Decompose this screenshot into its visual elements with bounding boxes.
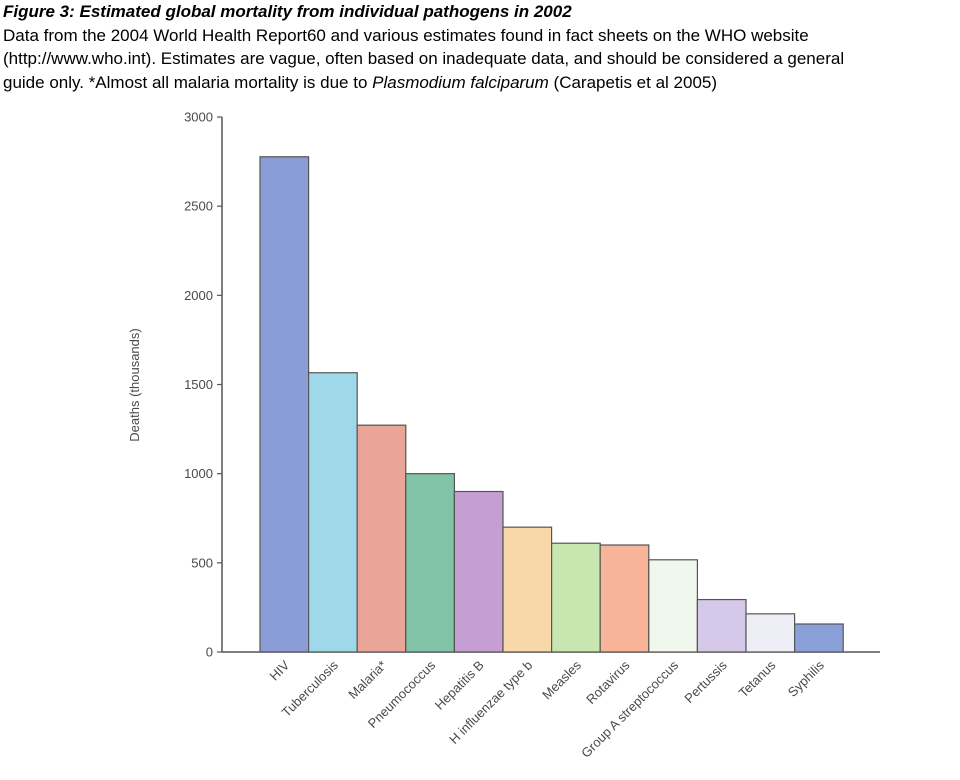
- category-label: Pertussis: [681, 657, 730, 706]
- y-tick-label: 1000: [184, 466, 213, 481]
- caption-line-2: (http://www.who.int). Estimates are vagu…: [3, 49, 845, 68]
- category-label: Tetanus: [736, 657, 779, 700]
- category-label: Syphilis: [785, 657, 828, 700]
- bar: [405, 473, 455, 653]
- caption-species-name: Plasmodium falciparum: [372, 72, 549, 92]
- bar: [453, 490, 504, 653]
- category-label: Measles: [539, 657, 584, 702]
- bar: [696, 598, 747, 653]
- caption-line-3: guide only. *Almost all malaria mortalit…: [3, 71, 959, 95]
- bar: [259, 156, 310, 653]
- y-tick-label: 500: [191, 555, 213, 570]
- bar: [793, 623, 844, 653]
- y-tick-label: 2000: [184, 288, 213, 303]
- y-axis-title: Deaths (thousands): [127, 328, 142, 441]
- category-label: H influenzae type b: [446, 658, 535, 747]
- bar: [308, 372, 358, 653]
- caption-line-3-suffix: (Carapetis et al 2005): [548, 72, 718, 92]
- figure-title: Figure 3: Estimated global mortality fro…: [3, 2, 572, 21]
- bar: [550, 542, 601, 653]
- bars: [259, 156, 844, 653]
- bar: [648, 559, 698, 653]
- bar: [502, 526, 553, 653]
- category-label: HIV: [266, 657, 292, 683]
- y-tick-label: 1500: [184, 377, 213, 392]
- y-tick-label: 3000: [184, 110, 213, 125]
- caption-line-1: Data from the 2004 World Health Report60…: [3, 25, 809, 45]
- bar: [745, 613, 796, 653]
- caption-line-3-prefix: guide only. *Almost all malaria mortalit…: [3, 72, 373, 92]
- bar: [599, 544, 650, 653]
- y-tick-label: 2500: [184, 199, 213, 214]
- category-label: Malaria*: [345, 658, 389, 702]
- bar: [356, 424, 407, 653]
- figure-caption: Figure 3: Estimated global mortality fro…: [3, 0, 959, 94]
- category-label: Rotavirus: [583, 657, 633, 707]
- y-tick-label: 0: [206, 645, 213, 660]
- category-label: Group A streptococcus: [578, 657, 681, 760]
